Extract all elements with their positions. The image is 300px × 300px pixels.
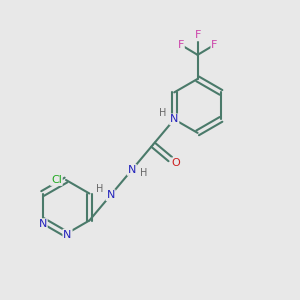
Text: H: H [96,184,104,194]
Text: H: H [140,168,147,178]
Text: N: N [128,165,136,175]
Text: N: N [38,219,47,229]
Text: F: F [211,40,218,50]
Text: N: N [106,190,115,200]
Text: H: H [159,108,166,118]
Text: O: O [171,158,180,168]
Text: N: N [170,114,178,124]
Text: N: N [63,230,72,240]
Text: F: F [194,30,201,40]
Text: F: F [178,40,184,50]
Text: Cl: Cl [51,175,62,185]
